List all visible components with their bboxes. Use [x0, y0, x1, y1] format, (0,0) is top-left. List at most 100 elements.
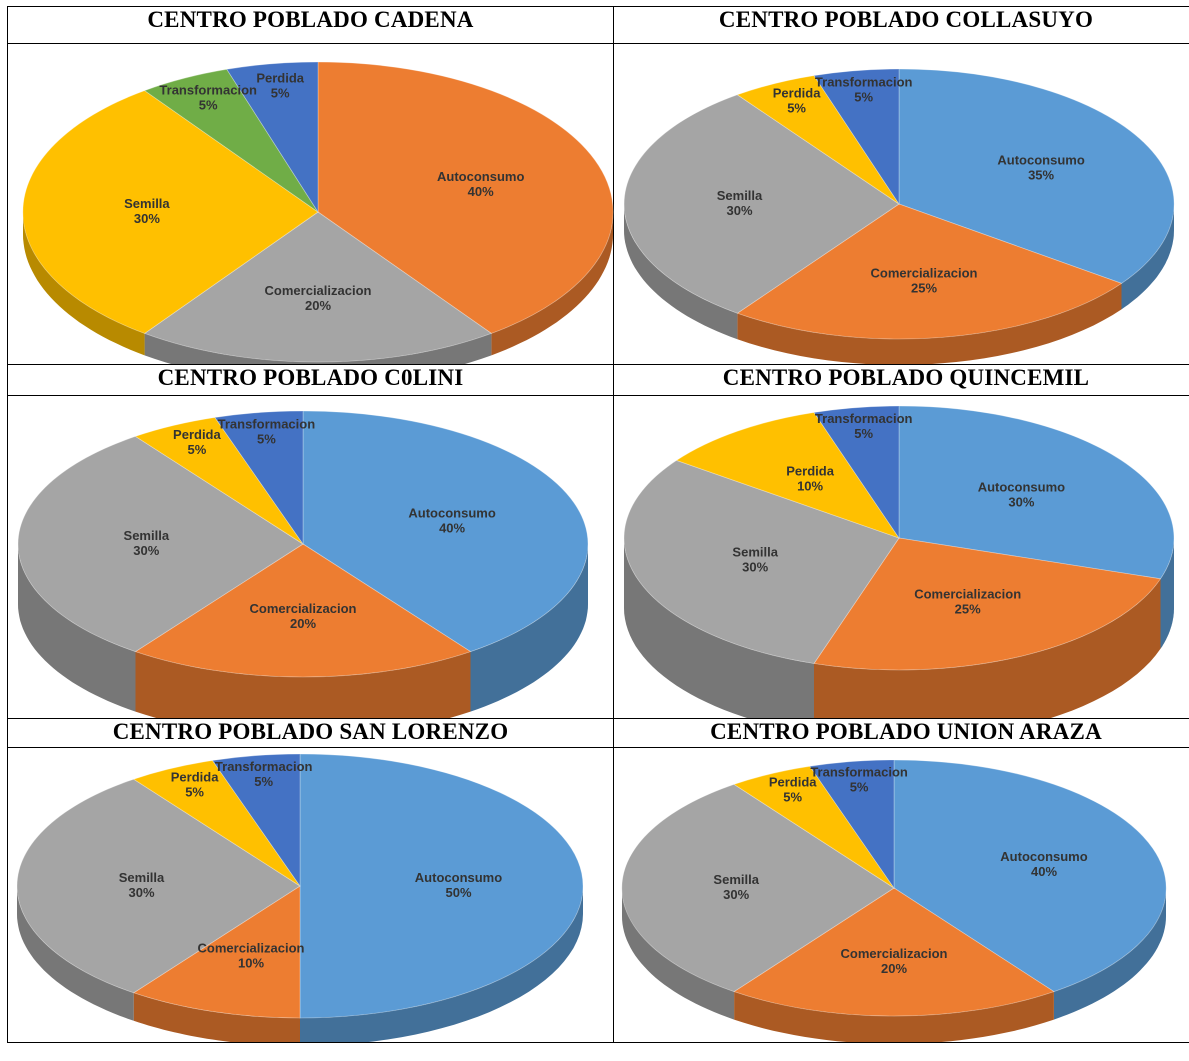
pie-slice-side	[624, 204, 738, 340]
slice-category-label: Autoconsumo	[978, 479, 1065, 494]
pie-slice-transformacion	[809, 759, 895, 890]
pie-slice-autoconsumo	[302, 410, 589, 653]
slice-value-label: 5%	[787, 100, 806, 115]
chart-title: CENTRO POBLADO C0LINI	[7, 364, 614, 396]
slice-category-label: Semilla	[717, 188, 763, 203]
pie-slice-side	[144, 333, 492, 364]
slice-value-label: 5%	[783, 790, 802, 805]
pie-slice-side	[135, 651, 471, 718]
pie-slice-side	[1160, 538, 1174, 649]
slice-value-label: 5%	[854, 90, 873, 105]
slice-category-label: Autoconsumo	[1000, 849, 1087, 864]
slice-category-label: Perdida	[786, 463, 834, 478]
chart-cell: Autoconsumo 35% Comercializacion 25% Semilla…	[613, 43, 1189, 365]
pie-slice-semilla	[17, 435, 304, 653]
pie-slice-side	[814, 578, 1161, 718]
pie-slice-side	[734, 991, 1054, 1042]
slice-value-label: 30%	[133, 543, 159, 558]
pie-slice-semilla	[621, 783, 895, 993]
slice-value-label: 40%	[468, 184, 494, 199]
slice-value-label: 25%	[911, 280, 937, 295]
chart-cell: Autoconsumo 30% Comercializacion 25% Semilla…	[613, 395, 1189, 719]
pie-slice-comercializacion	[736, 203, 1123, 340]
slice-category-label: Comercializacion	[250, 601, 357, 616]
slice-category-label: Perdida	[769, 775, 817, 790]
pie-slice-comercializacion	[813, 537, 1162, 671]
slice-category-label: Comercializacion	[871, 265, 978, 280]
slice-category-label: Semilla	[713, 872, 759, 887]
pie-slice-side	[18, 544, 136, 712]
slice-value-label: 5%	[257, 431, 276, 446]
slice-value-label: 5%	[185, 785, 204, 800]
slice-value-label: 40%	[1031, 864, 1057, 879]
slice-value-label: 30%	[1008, 494, 1034, 509]
pie-slice-side	[300, 886, 583, 1042]
pie-slice-autoconsumo	[317, 61, 614, 334]
pie-slice-perdida	[134, 417, 304, 545]
pie-slice-side	[491, 212, 613, 356]
slice-category-label: Semilla	[124, 528, 170, 543]
slice-category-label: Transformacion	[815, 411, 913, 426]
pie-slice-transformacion	[143, 68, 319, 213]
pie-slice-side	[23, 212, 145, 356]
slice-category-label: Autoconsumo	[408, 505, 495, 520]
slice-category-label: Comercializacion	[841, 946, 948, 961]
pie-slice-comercializacion	[143, 211, 493, 363]
pie-slice-comercializacion	[132, 885, 301, 1019]
slice-value-label: 5%	[188, 442, 207, 457]
slice-value-label: 20%	[305, 298, 331, 313]
chart-title: CENTRO POBLADO UNION ARAZA	[613, 718, 1189, 748]
slice-category-label: Perdida	[773, 85, 821, 100]
chart-title: CENTRO POBLADO CADENA	[7, 6, 614, 44]
pie-slice-autoconsumo	[893, 759, 1167, 993]
slice-category-label: Perdida	[171, 770, 219, 785]
slice-value-label: 50%	[445, 885, 471, 900]
pie-slice-autoconsumo	[299, 753, 584, 1019]
slice-value-label: 30%	[742, 559, 768, 574]
slice-category-label: Transformacion	[159, 82, 257, 97]
pie-slice-perdida	[675, 412, 901, 539]
pie-slice-semilla	[623, 94, 900, 314]
pie-slice-side	[624, 538, 814, 718]
slice-value-label: 5%	[254, 774, 273, 789]
pie-slice-side	[133, 992, 300, 1042]
slice-category-label: Transformacion	[810, 764, 908, 779]
pie-slice-transformacion	[214, 410, 304, 546]
chart-cell: Autoconsumo 40% Comercializacion 20% Semilla…	[7, 43, 614, 365]
pie-slice-perdida	[132, 760, 301, 887]
slice-value-label: 20%	[290, 616, 316, 631]
pie-slice-semilla	[16, 778, 301, 994]
slice-category-label: Semilla	[124, 196, 170, 211]
slice-category-label: Autoconsumo	[437, 169, 524, 184]
slice-value-label: 5%	[854, 426, 873, 441]
slice-value-label: 5%	[850, 779, 869, 794]
slice-value-label: 10%	[797, 478, 823, 493]
chart-title: CENTRO POBLADO COLLASUYO	[613, 6, 1189, 44]
slice-category-label: Comercializacion	[914, 587, 1021, 602]
slice-category-label: Autoconsumo	[415, 870, 502, 885]
pie-chart-grid: CENTRO POBLADO CADENA CENTRO POBLADO COL…	[7, 6, 1189, 1043]
pie-slice-side	[737, 283, 1122, 364]
slice-value-label: 40%	[439, 520, 465, 535]
slice-category-label: Semilla	[732, 544, 778, 559]
chart-cell: Autoconsumo 40% Comercializacion 20% Semilla…	[7, 395, 614, 719]
pie-slice-side	[17, 886, 134, 1021]
pie-slice-autoconsumo	[898, 68, 1175, 284]
chart-title: CENTRO POBLADO QUINCEMIL	[613, 364, 1189, 396]
chart-cell: Autoconsumo 50% Comercializacion 10% Semilla…	[7, 747, 614, 1043]
slice-value-label: 35%	[1028, 168, 1054, 183]
slice-value-label: 30%	[726, 203, 752, 218]
slice-category-label: Transformacion	[215, 759, 313, 774]
slice-value-label: 5%	[199, 97, 218, 112]
pie-slice-autoconsumo	[898, 405, 1175, 580]
slice-category-label: Comercializacion	[198, 940, 305, 955]
pie-slice-perdida	[226, 61, 319, 214]
slice-value-label: 30%	[134, 211, 160, 226]
pie-slice-side	[1053, 888, 1166, 1020]
slice-category-label: Perdida	[256, 71, 304, 86]
